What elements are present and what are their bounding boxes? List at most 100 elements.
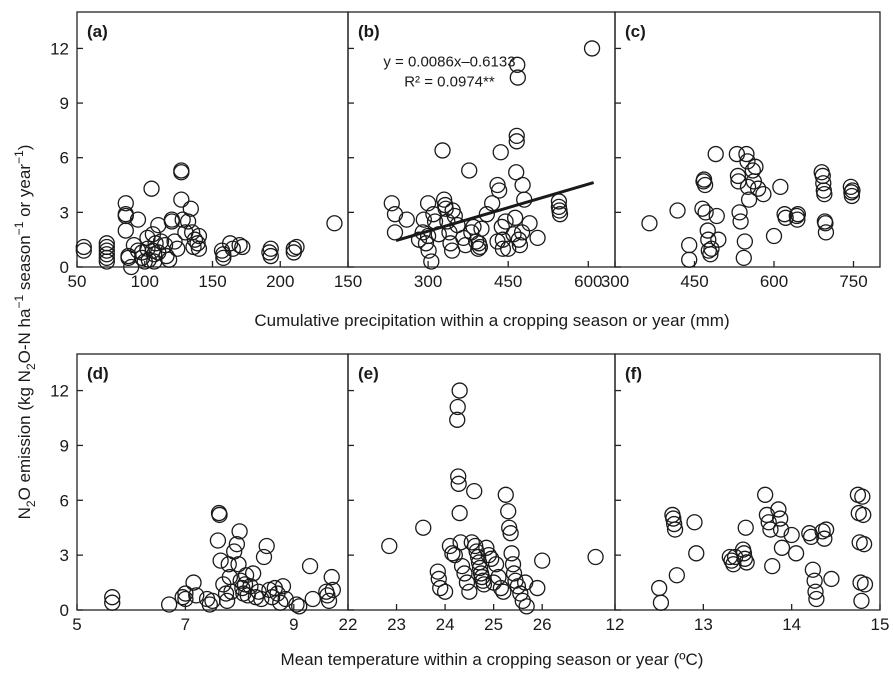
data-point — [801, 525, 818, 542]
data-point — [173, 191, 190, 208]
data-point — [98, 253, 115, 270]
data-point — [449, 398, 466, 416]
data-point — [587, 548, 604, 566]
data-point — [231, 236, 248, 254]
data-point — [551, 202, 568, 219]
data-point — [188, 587, 205, 604]
data-point — [143, 180, 160, 197]
data-point — [494, 240, 512, 257]
regression-equation: y = 0.0086x–0.6133 — [383, 54, 515, 71]
data-point — [152, 233, 170, 250]
data-point — [787, 545, 805, 562]
data-point — [508, 127, 525, 145]
x-tick-label: 25 — [484, 615, 503, 634]
data-point — [231, 523, 248, 540]
data-point — [461, 162, 478, 179]
data-point — [441, 537, 459, 555]
data-point — [434, 142, 451, 159]
data-point — [509, 56, 526, 73]
panel-frame — [614, 353, 881, 611]
data-point — [185, 574, 202, 591]
data-point — [455, 229, 472, 247]
data-point — [478, 539, 495, 556]
data-point — [747, 158, 764, 175]
data-point — [262, 240, 279, 257]
data-point — [772, 178, 789, 196]
data-point — [736, 550, 753, 567]
data-point — [456, 565, 473, 582]
panel-e: 22 23 24 25 26 (e) — [339, 353, 616, 634]
data-point — [160, 251, 178, 268]
data-point — [739, 153, 756, 170]
data-point — [668, 567, 685, 584]
x-tick-label: 26 — [533, 615, 552, 634]
data-point — [492, 144, 509, 161]
data-point — [211, 506, 228, 524]
data-point — [420, 242, 437, 259]
data-point — [436, 583, 454, 600]
data-point — [508, 164, 525, 181]
y-tick-label: 9 — [60, 436, 69, 455]
x-tick-label: 13 — [694, 615, 713, 634]
data-point — [490, 182, 508, 199]
data-point — [529, 229, 546, 247]
data-point — [504, 556, 522, 573]
x-tick-label: 300 — [414, 272, 442, 291]
data-point — [509, 69, 526, 86]
data-point — [853, 592, 870, 610]
x-tick-label: 150 — [334, 272, 362, 291]
data-point — [386, 206, 404, 223]
x-tick-label: 600 — [574, 272, 602, 291]
data-point — [232, 572, 249, 589]
data-point — [666, 515, 683, 533]
y-tick-label: 6 — [60, 491, 69, 510]
data-point — [169, 240, 186, 257]
data-point — [104, 594, 121, 611]
data-point — [777, 209, 794, 226]
data-point — [728, 145, 746, 163]
data-point — [738, 554, 755, 571]
panel-label: (c) — [625, 22, 646, 41]
x-tick-label: 24 — [436, 615, 455, 634]
data-point — [123, 258, 140, 276]
data-point — [274, 578, 292, 595]
data-point — [451, 382, 468, 399]
panel-label: (f) — [625, 364, 642, 383]
data-point — [500, 240, 517, 257]
y-tick-label: 0 — [60, 258, 69, 277]
x-tick-label: 22 — [339, 615, 358, 634]
data-point — [288, 238, 305, 256]
x-tick-label: 7 — [181, 615, 190, 634]
y-tick-label: 12 — [50, 39, 69, 58]
data-point — [843, 187, 861, 205]
x-tick-label: 14 — [782, 615, 801, 634]
data-point — [435, 191, 453, 208]
y-tick-label: 6 — [60, 149, 69, 168]
y-tick-label: 3 — [60, 546, 69, 565]
data-point — [467, 537, 484, 555]
data-point — [694, 200, 711, 217]
data-point — [432, 579, 449, 597]
data-point — [304, 590, 321, 608]
data-point — [804, 561, 822, 578]
data-point — [762, 521, 779, 538]
data-point — [529, 579, 546, 597]
x-tick-label: 12 — [606, 615, 625, 634]
data-point — [725, 556, 742, 573]
data-point — [534, 552, 551, 569]
x-tick-label: 750 — [839, 272, 867, 291]
data-point — [783, 526, 800, 544]
data-point — [736, 233, 753, 250]
data-point — [696, 176, 714, 194]
data-point — [415, 519, 432, 536]
data-point — [497, 486, 514, 503]
data-point — [806, 572, 823, 589]
data-point — [686, 514, 703, 531]
data-point — [179, 213, 197, 230]
data-point — [583, 40, 601, 57]
panel-a: 50 100 150 200 0 3 6 9 12 (a) — [50, 11, 349, 291]
data-point — [773, 539, 791, 556]
data-point — [641, 215, 658, 232]
data-point — [98, 235, 115, 252]
data-point — [237, 567, 255, 584]
